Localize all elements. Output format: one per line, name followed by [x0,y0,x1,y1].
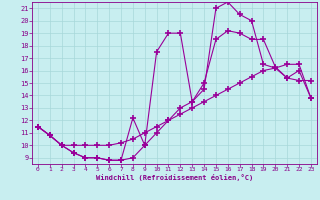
X-axis label: Windchill (Refroidissement éolien,°C): Windchill (Refroidissement éolien,°C) [96,174,253,181]
